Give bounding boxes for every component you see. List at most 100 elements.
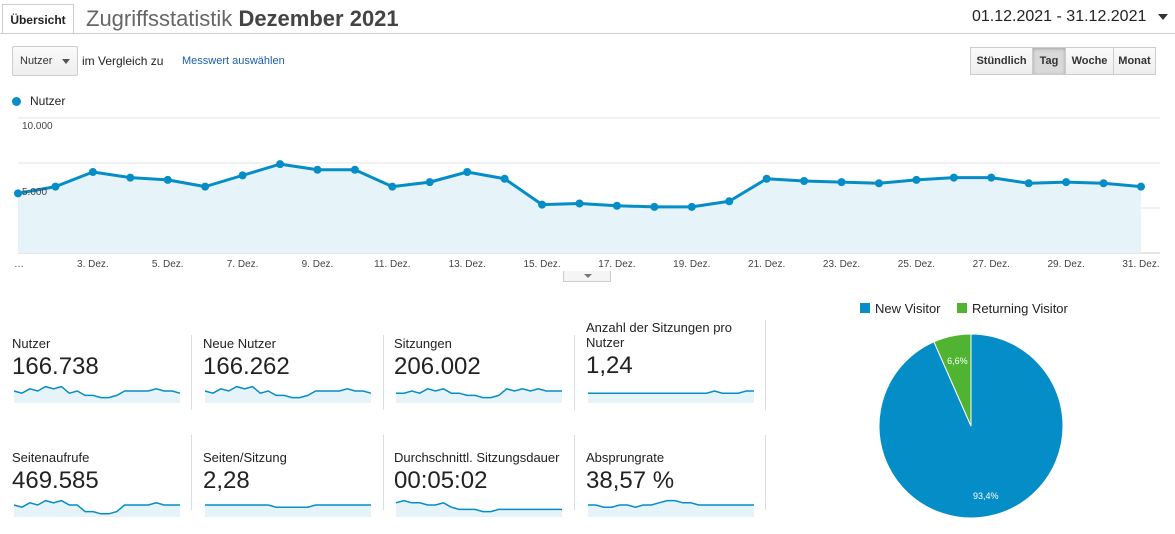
metric-value: 166.738 <box>12 353 99 380</box>
metric-label: Nutzer <box>12 336 51 351</box>
metric-select[interactable]: Nutzer <box>12 46 78 76</box>
x-tick-label: 7. Dez. <box>226 259 259 270</box>
data-point[interactable] <box>612 201 621 210</box>
x-tick-label: 19. Dez. <box>673 259 711 270</box>
data-point[interactable] <box>463 168 472 176</box>
sparkline-area <box>588 391 754 403</box>
metric-label: Seiten/Sitzung <box>203 450 287 465</box>
data-point[interactable] <box>1062 178 1071 187</box>
data-point[interactable] <box>1024 179 1033 188</box>
metric-sparkline <box>396 387 562 403</box>
pie-slice-label: 6,6% <box>947 356 968 366</box>
x-tick-label: 5. Dez. <box>151 259 184 270</box>
data-point[interactable] <box>538 200 547 209</box>
data-point[interactable] <box>14 189 22 198</box>
pie-slice-returning-visitor[interactable] <box>933 333 972 427</box>
data-point[interactable] <box>88 168 97 176</box>
metric-label: Durchschnittl. Sitzungsdauer <box>394 450 560 465</box>
x-tick-label: 17. Dez. <box>598 259 636 270</box>
data-point[interactable] <box>350 165 359 174</box>
metric-value: 2,28 <box>203 467 250 494</box>
metric-value: 38,57 % <box>586 467 675 494</box>
metric-tile[interactable]: Neue Nutzer 166.262 <box>203 336 373 381</box>
y-tick-label: 5.000 <box>22 187 48 198</box>
metric-sparkline <box>204 385 372 403</box>
x-tick-label: 21. Dez. <box>748 259 786 270</box>
tab-overview[interactable]: Übersicht <box>2 4 74 34</box>
data-point[interactable] <box>1137 182 1145 191</box>
data-point[interactable] <box>238 171 247 180</box>
divider <box>574 435 575 510</box>
metric-tile[interactable]: Seitenaufrufe 469.585 <box>12 450 182 495</box>
metric-value: 166.262 <box>203 353 290 380</box>
visitor-pie-chart: 93,4% 6,6% <box>878 333 1064 519</box>
data-point[interactable] <box>126 173 135 182</box>
metric-label: Absprungrate <box>586 450 665 465</box>
data-point[interactable] <box>800 177 809 185</box>
metric-tile[interactable]: Durchschnittl. Sitzungsdauer 00:05:02 <box>394 450 564 495</box>
data-point[interactable] <box>912 175 921 184</box>
metric-tile[interactable]: Seiten/Sitzung 2,28 <box>203 450 373 495</box>
legend-label-returning-visitor[interactable]: Returning Visitor <box>972 301 1068 316</box>
data-point[interactable] <box>500 174 509 183</box>
metric-tile[interactable]: Nutzer 166.738 <box>12 336 182 381</box>
data-point[interactable] <box>837 178 846 187</box>
sparkline-line <box>395 499 562 513</box>
legend-swatch-new-visitor <box>860 303 870 313</box>
sparkline-area <box>14 500 180 517</box>
header-divider <box>0 33 1175 34</box>
data-point[interactable] <box>725 197 734 206</box>
x-tick-label: 27. Dez. <box>972 259 1010 270</box>
series-legend-dot <box>12 97 21 106</box>
metric-label: Neue Nutzer <box>203 336 276 351</box>
data-point[interactable] <box>163 175 172 184</box>
data-point[interactable] <box>388 182 397 191</box>
sparkline-area <box>205 505 371 517</box>
collapse-chart-toggle[interactable] <box>563 271 611 282</box>
metric-tile[interactable]: Anzahl der Sitzungen pro Nutzer 1,24 <box>586 320 756 380</box>
sparkline-line <box>13 385 181 399</box>
month-button[interactable]: Monat <box>1113 47 1156 75</box>
x-tick-label: 31. Dez. <box>1122 259 1160 270</box>
x-tick-label: 15. Dez. <box>523 259 561 270</box>
metric-value: 00:05:02 <box>394 467 488 494</box>
metric-value: 469.585 <box>12 467 99 494</box>
legend-label-new-visitor[interactable]: New Visitor <box>875 301 941 316</box>
data-point[interactable] <box>762 174 771 183</box>
day-button[interactable]: Tag <box>1032 47 1066 75</box>
metric-sparkline <box>13 499 180 517</box>
metric-value: 206.002 <box>394 353 481 380</box>
metric-tile[interactable]: Sitzungen 206.002 <box>394 336 564 381</box>
x-tick-label: 25. Dez. <box>897 259 936 270</box>
data-point[interactable] <box>874 179 883 188</box>
compare-label: im Vergleich zu <box>82 54 164 68</box>
data-point[interactable] <box>687 202 696 211</box>
series-area <box>18 164 1141 253</box>
sparkline-area <box>14 386 180 403</box>
hourly-button[interactable]: Stündlich <box>970 47 1033 75</box>
data-point[interactable] <box>276 160 285 169</box>
date-range-picker[interactable]: 01.12.2021 - 31.12.2021 <box>972 8 1169 26</box>
data-point[interactable] <box>51 182 60 191</box>
week-button[interactable]: Woche <box>1065 47 1114 75</box>
x-tick-label: 9. Dez. <box>301 259 334 270</box>
data-point[interactable] <box>949 173 958 182</box>
data-point[interactable] <box>313 165 322 174</box>
data-point[interactable] <box>987 173 996 182</box>
metric-tile[interactable]: Absprungrate 38,57 % <box>586 450 756 495</box>
date-range-text: 01.12.2021 - 31.12.2021 <box>972 8 1147 25</box>
data-point[interactable] <box>425 178 434 187</box>
data-point[interactable] <box>1099 179 1108 188</box>
data-point[interactable] <box>650 202 659 211</box>
x-tick-label: 29. Dez. <box>1047 259 1085 270</box>
title-prefix: Zugriffsstatistik <box>86 6 233 31</box>
sparkline-area <box>588 500 754 517</box>
sparkline-line <box>396 387 562 399</box>
divider <box>574 335 575 410</box>
select-metric-link[interactable]: Messwert auswählen <box>182 55 285 67</box>
metric-sparkline <box>588 499 754 517</box>
data-point[interactable] <box>575 199 584 208</box>
metric-label: Seitenaufrufe <box>12 450 90 465</box>
metric-label: Anzahl der Sitzungen pro Nutzer <box>586 320 732 350</box>
data-point[interactable] <box>201 182 210 191</box>
